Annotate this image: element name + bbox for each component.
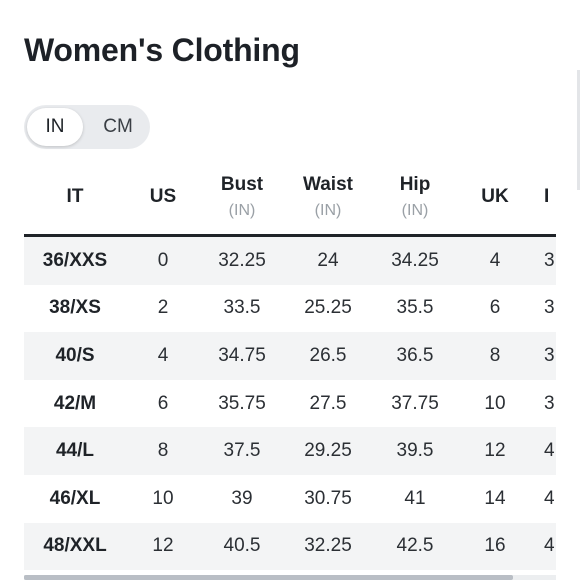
cell-it: 44/L [24, 427, 126, 475]
horizontal-scrollbar[interactable] [24, 575, 556, 580]
table-row: 38/XS 2 33.5 25.25 35.5 6 3 [24, 285, 556, 333]
cell-hip: 36.5 [372, 332, 458, 380]
page-scrollbar[interactable] [577, 70, 580, 190]
cell-cut-off: 3 [532, 332, 556, 380]
table-header-row: IT US Bust (IN) Waist (IN) Hip (IN) UK I [24, 160, 556, 236]
cell-us: 0 [126, 235, 200, 285]
column-header-waist: Waist (IN) [284, 160, 372, 236]
table-row: 46/XL 10 39 30.75 41 14 4 [24, 475, 556, 523]
cell-uk: 10 [484, 392, 506, 414]
cell-waist: 27.5 [309, 392, 347, 414]
cell-us: 2 [157, 297, 169, 319]
unit-option-in[interactable]: IN [27, 108, 83, 146]
size-table: IT US Bust (IN) Waist (IN) Hip (IN) UK I 36… [24, 160, 556, 571]
cell-hip: 42.5 [372, 522, 458, 571]
cell-waist: 26.5 [284, 332, 372, 380]
size-table-container[interactable]: IT US Bust (IN) Waist (IN) Hip (IN) UK I 36… [24, 160, 556, 580]
table-row: 40/S 4 34.75 26.5 36.5 8 3 [24, 332, 556, 380]
column-header-cut-off: I [544, 186, 550, 207]
cell-waist: 30.75 [304, 487, 352, 509]
cell-cut-off: 4 [544, 487, 555, 509]
column-header-hip: Hip (IN) [372, 160, 458, 236]
cell-uk: 6 [489, 297, 501, 319]
cell-bust: 32.25 [200, 235, 284, 285]
cell-waist: 29.25 [284, 427, 372, 475]
cell-it: 38/XS [49, 297, 101, 319]
column-header-uk: UK [481, 186, 509, 207]
cell-it: 42/M [53, 392, 97, 414]
cell-hip: 39.5 [372, 427, 458, 475]
cell-cut-off: 3 [544, 392, 555, 414]
cell-cut-off: 4 [532, 522, 556, 571]
cell-hip: 37.75 [391, 392, 439, 414]
cell-hip: 35.5 [396, 297, 434, 319]
cell-uk: 4 [458, 235, 532, 285]
table-row: 44/L 8 37.5 29.25 39.5 12 4 [24, 427, 556, 475]
column-unit: (IN) [401, 202, 429, 219]
cell-us: 4 [126, 332, 200, 380]
cell-uk: 16 [458, 522, 532, 571]
cell-us: 10 [152, 487, 174, 509]
cell-us: 8 [126, 427, 200, 475]
cell-it: 46/XL [49, 487, 101, 509]
scrollbar-thumb[interactable] [24, 575, 514, 580]
cell-waist: 24 [284, 235, 372, 285]
cell-uk: 14 [484, 487, 506, 509]
cell-waist: 25.25 [304, 297, 352, 319]
cell-uk: 12 [458, 427, 532, 475]
page-title: Women's Clothing [24, 32, 300, 68]
cell-hip: 41 [404, 487, 426, 509]
column-header-it: IT [66, 186, 84, 207]
table-row: 48/XXL 12 40.5 32.25 42.5 16 4 [24, 522, 556, 571]
cell-cut-off: 3 [544, 297, 555, 319]
column-unit: (IN) [228, 202, 256, 219]
cell-it: 36/XXS [24, 235, 126, 285]
cell-bust: 33.5 [223, 297, 261, 319]
unit-toggle[interactable]: IN CM [24, 105, 150, 149]
unit-option-cm[interactable]: CM [103, 116, 133, 137]
cell-cut-off: 4 [532, 427, 556, 475]
cell-bust: 37.5 [200, 427, 284, 475]
cell-bust: 34.75 [200, 332, 284, 380]
cell-uk: 8 [458, 332, 532, 380]
cell-bust: 39 [231, 487, 253, 509]
cell-hip: 34.25 [372, 235, 458, 285]
column-header-us: US [149, 186, 177, 207]
cell-it: 40/S [24, 332, 126, 380]
cell-bust: 35.75 [218, 392, 266, 414]
cell-cut-off: 3 [532, 235, 556, 285]
cell-us: 6 [157, 392, 169, 414]
cell-it: 48/XXL [24, 522, 126, 571]
cell-waist: 32.25 [284, 522, 372, 571]
table-row: 36/XXS 0 32.25 24 34.25 4 3 [24, 235, 556, 285]
column-header-bust: Bust (IN) [200, 160, 284, 236]
cell-us: 12 [126, 522, 200, 571]
table-row: 42/M 6 35.75 27.5 37.75 10 3 [24, 380, 556, 428]
column-unit: (IN) [314, 202, 342, 219]
cell-bust: 40.5 [200, 522, 284, 571]
